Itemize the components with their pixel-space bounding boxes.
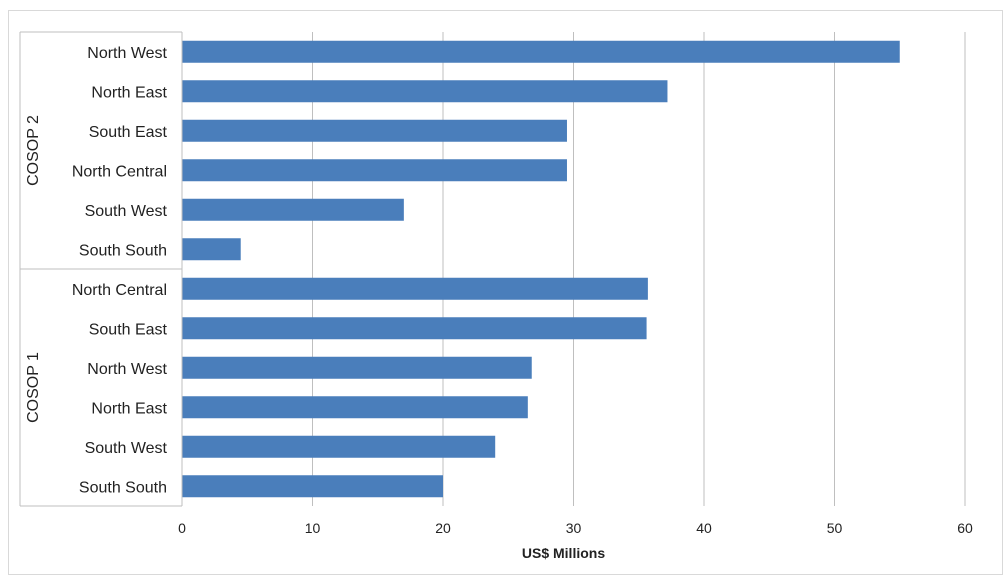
group-label: COSOP 1 (25, 352, 42, 423)
category-label: North West (87, 45, 167, 62)
bar (182, 159, 567, 182)
bars (182, 40, 900, 498)
bar (182, 119, 567, 142)
bar (182, 356, 532, 379)
x-tick-label: 10 (305, 520, 321, 536)
category-label: South South (79, 242, 167, 259)
x-tick-label: 0 (178, 520, 186, 536)
bar (182, 40, 900, 63)
x-tick-label: 20 (435, 520, 451, 536)
bar (182, 475, 443, 498)
category-label: South East (89, 124, 168, 141)
category-label: North West (87, 361, 167, 378)
category-label: South South (79, 479, 167, 496)
bar (182, 435, 496, 458)
bar (182, 198, 404, 221)
category-label: North East (91, 84, 167, 101)
x-tick-label: 50 (827, 520, 843, 536)
category-label: South West (85, 203, 168, 220)
x-tick-label: 60 (957, 520, 973, 536)
bar (182, 277, 648, 300)
x-axis-title: US$ Millions (522, 545, 605, 561)
axes (19, 31, 183, 507)
group-label: COSOP 2 (25, 115, 42, 186)
bar (182, 238, 241, 261)
category-label: North East (91, 400, 167, 417)
labels: 0 10 20 30 40 50 60 North West North East South E… (25, 45, 973, 536)
bar (182, 317, 647, 340)
x-tick-label: 30 (566, 520, 582, 536)
category-label: North Central (72, 282, 167, 299)
bar (182, 80, 668, 103)
gridlines (181, 32, 966, 506)
x-tick-label: 40 (696, 520, 712, 536)
category-label: North Central (72, 163, 167, 180)
category-label: South East (89, 321, 168, 338)
bar (182, 396, 528, 419)
category-label: South West (85, 440, 168, 457)
